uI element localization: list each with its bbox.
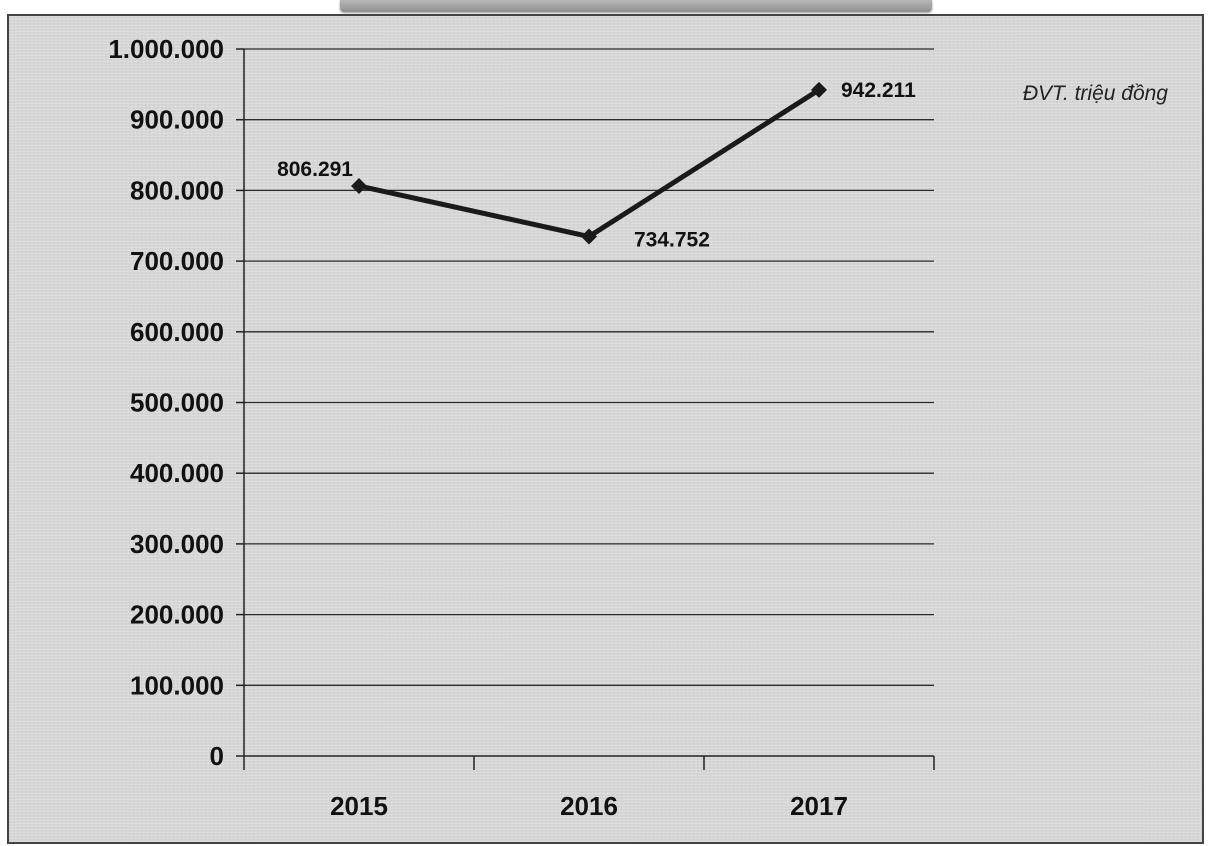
y-tick-label: 0 (210, 741, 224, 771)
x-tick-label: 2015 (330, 791, 388, 821)
axes (243, 49, 935, 770)
y-tick-label: 600.000 (130, 317, 224, 347)
y-tick-label: 300.000 (130, 529, 224, 559)
series: 806.291 734.752 942.211 (277, 79, 916, 252)
y-tick-label: 800.000 (130, 175, 224, 205)
unit-label: ĐVT. triệu đồng (1023, 82, 1168, 105)
y-tick-label: 500.000 (130, 388, 224, 418)
data-point-marker (351, 177, 367, 194)
data-label: 806.291 (277, 158, 353, 181)
y-axis-ticks: 0 100.000 200.000 300.000 400.000 500.000 600.… (108, 34, 244, 771)
y-tick-label: 900.000 (130, 105, 224, 135)
y-tick-label: 200.000 (130, 600, 224, 630)
data-point-marker (811, 81, 827, 98)
x-tick-label: 2017 (790, 791, 848, 821)
x-tick-label: 2016 (560, 791, 618, 821)
y-tick-label: 1.000.000 (108, 34, 224, 64)
y-tick-label: 700.000 (130, 246, 224, 276)
data-label: 734.752 (634, 229, 710, 252)
y-tick-label: 400.000 (130, 458, 224, 488)
gridlines (244, 48, 934, 686)
y-tick-label: 100.000 (130, 670, 224, 700)
chart-panel (7, 14, 1204, 844)
top-tab-decoration (340, 0, 932, 12)
data-label: 942.211 (841, 79, 916, 102)
data-point-marker (581, 228, 597, 245)
x-axis-labels: 2015 2016 2017 (330, 791, 848, 821)
series-line (358, 87, 821, 240)
